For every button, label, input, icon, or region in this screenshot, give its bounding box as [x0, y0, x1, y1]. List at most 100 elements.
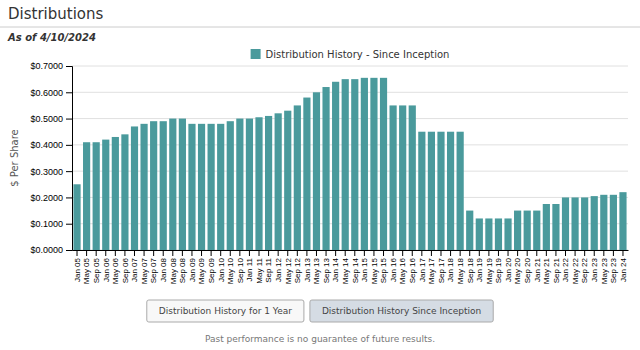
subtitle: As of 4/10/2024 [7, 32, 96, 43]
x-tick: May 09 [197, 250, 206, 284]
x-tick-mark [584, 250, 585, 256]
bar [543, 204, 550, 250]
bar [562, 197, 569, 250]
x-tick-label: May 09 [197, 257, 206, 284]
x-tick: Sep 15 [379, 250, 388, 283]
button[interactable]: Distribution History Since Inception [310, 300, 493, 322]
x-tick-label: May 19 [485, 257, 494, 284]
x-tick-label: Jan 21 [533, 257, 542, 282]
bar [121, 134, 128, 250]
x-tick: Jan 11 [245, 250, 254, 281]
grid-line [72, 118, 628, 119]
x-tick-label: May 17 [427, 257, 436, 284]
x-tick-label: Sep 16 [408, 257, 417, 283]
bar [619, 192, 626, 250]
x-tick-label: May 23 [600, 257, 609, 284]
y-tick-label: $0.7000 [30, 61, 63, 71]
bar [255, 117, 262, 250]
grid [72, 66, 628, 250]
y-tick: $0.0000 [30, 245, 72, 255]
x-tick-mark [498, 250, 499, 256]
x-tick-label: Sep 15 [379, 257, 388, 283]
x-tick: Sep 16 [408, 250, 417, 283]
x-tick: Jan 21 [533, 250, 542, 282]
x-tick-label: Jan 12 [274, 257, 283, 282]
x-tick-label: Jan 10 [216, 257, 225, 282]
x-tick-label: Sep 21 [552, 257, 561, 283]
bar [102, 140, 109, 250]
x-tick-mark [412, 250, 413, 256]
x-tick-label: Jan 11 [245, 257, 254, 281]
legend-item: Distribution History - Since Inception [251, 49, 450, 60]
x-tick-mark [172, 250, 173, 256]
x-tick-mark [268, 250, 269, 256]
x-tick-label: Sep 08 [178, 257, 187, 283]
x-tick-mark [508, 250, 509, 256]
legend-swatch [251, 49, 261, 59]
bar [73, 184, 80, 250]
bar [150, 121, 157, 250]
button-box[interactable] [310, 300, 493, 322]
bar [112, 137, 119, 250]
x-tick-mark [335, 250, 336, 256]
bar [284, 111, 291, 250]
x-tick-label: Sep 18 [466, 257, 475, 283]
x-tick-label: Jan 16 [389, 257, 398, 282]
x-tick-label: Jan 20 [504, 257, 513, 282]
x-tick-mark [153, 250, 154, 256]
x-tick-label: May 05 [82, 257, 91, 284]
x-tick-mark [306, 250, 307, 256]
grid-line [72, 66, 628, 67]
x-tick: Sep 20 [523, 250, 532, 283]
bar [313, 92, 320, 250]
x-tick: Jan 09 [188, 250, 197, 282]
button-box[interactable] [147, 300, 304, 322]
x-tick-label: Sep 11 [264, 257, 273, 282]
y-tick-label: $0.5000 [30, 114, 63, 124]
bar [409, 105, 416, 250]
x-tick-label: May 08 [169, 257, 178, 284]
x-tick-mark [354, 250, 355, 256]
bar [198, 124, 205, 250]
x-tick-mark [144, 250, 145, 256]
x-tick-label: Jan 09 [188, 257, 197, 282]
y-tick-label: $0.3000 [30, 167, 63, 177]
x-tick: Jan 18 [446, 250, 455, 282]
bar [485, 218, 492, 250]
legend: Distribution History - Since Inception [251, 49, 450, 60]
y-tick: $0.6000 [30, 88, 72, 98]
x-tick-mark [460, 250, 461, 256]
x-tick-mark [239, 250, 240, 256]
bar [524, 211, 531, 250]
x-tick-label: May 22 [571, 257, 580, 284]
bar [160, 121, 167, 250]
x-tick-label: May 13 [312, 257, 321, 284]
bar [466, 211, 473, 250]
x-tick: May 18 [456, 250, 465, 284]
x-tick: Jan 14 [331, 250, 340, 282]
separator [0, 27, 640, 28]
x-tick-mark [115, 250, 116, 256]
y-tick-mark [66, 197, 72, 198]
button-label[interactable]: Distribution History Since Inception [322, 306, 481, 316]
x-tick-label: May 20 [513, 257, 522, 284]
x-tick-mark [201, 250, 202, 256]
x-tick: Jan 05 [73, 250, 82, 282]
bar [188, 124, 195, 250]
x-tick: May 17 [427, 250, 436, 284]
x-tick-mark [211, 250, 212, 256]
y-axis-title: $ Per Share [9, 129, 20, 187]
y-tick: $0.7000 [30, 61, 72, 71]
x-tick-mark [326, 250, 327, 256]
button[interactable]: Distribution History for 1 Year [147, 300, 304, 322]
x-tick-mark [230, 250, 231, 256]
x-tick: Jan 15 [360, 250, 369, 282]
legend-label: Distribution History - Since Inception [266, 49, 450, 60]
x-tick: May 20 [513, 250, 522, 284]
x-tick: Sep 10 [236, 250, 245, 283]
y-tick: $0.4000 [30, 140, 72, 150]
x-tick-label: Jan 07 [130, 257, 139, 282]
footer: Past performance is no guarantee of futu… [205, 334, 435, 344]
button-label[interactable]: Distribution History for 1 Year [159, 306, 292, 316]
x-tick: Sep 07 [149, 250, 158, 283]
